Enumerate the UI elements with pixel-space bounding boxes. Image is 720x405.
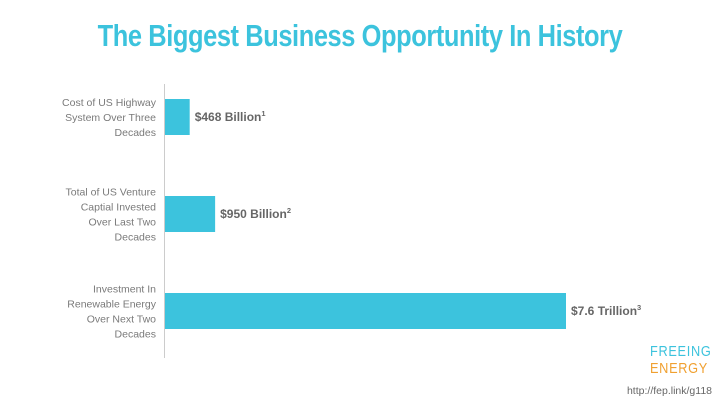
bar-3 (165, 293, 566, 329)
source-url[interactable]: http://fep.link/g118 (626, 385, 712, 397)
logo-line-1: FREEING (650, 343, 712, 360)
bar-1 (165, 99, 190, 135)
chart-title: The Biggest Business Opportunity In Hist… (97, 18, 623, 53)
logo-line-2: ENERGY (650, 360, 708, 377)
category-label-2: Total of US Venture Captial Invested Over … (66, 187, 157, 244)
value-label-1: $468 Billion1 (195, 109, 266, 124)
value-label-3: $7.6 Trillion3 (571, 303, 641, 318)
value-label-2: $950 Billion2 (220, 206, 291, 221)
bar-2 (165, 196, 216, 232)
freeing-energy-logo: FREEING ENERGY (650, 343, 720, 377)
category-label-3: Investment In Renewable Energy Over Next T… (67, 284, 156, 341)
category-label-1: Cost of US Highway System Over Three Decad… (62, 97, 157, 139)
